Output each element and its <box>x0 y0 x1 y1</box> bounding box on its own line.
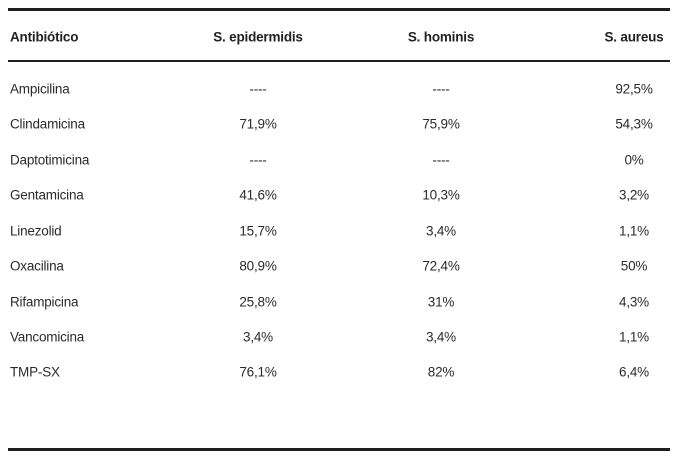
cell-hominis: ---- <box>432 81 450 97</box>
cell-antibiotic: TMP-SX <box>10 364 60 380</box>
cell-antibiotic: Daptotimicina <box>10 152 90 168</box>
cell-antibiotic: Ampicilina <box>10 81 70 97</box>
cell-antibiotic: Gentamicina <box>10 187 84 203</box>
column-header-aureus: S. aureus <box>604 29 664 45</box>
cell-hominis: 3,4% <box>426 223 456 239</box>
table-bottom-rule <box>8 448 670 451</box>
cell-antibiotic: Rifampicina <box>10 294 79 310</box>
cell-epidermidis: ---- <box>249 152 267 168</box>
column-header-epidermidis: S. epidermidis <box>213 29 303 45</box>
table-top-rule <box>8 8 670 11</box>
cell-epidermidis: 71,9% <box>239 116 277 132</box>
cell-epidermidis: 76,1% <box>239 364 277 380</box>
cell-antibiotic: Clindamicina <box>10 116 85 132</box>
cell-hominis: 72,4% <box>422 258 460 274</box>
cell-antibiotic: Linezolid <box>10 223 62 239</box>
cell-aureus: 50% <box>620 258 648 274</box>
cell-antibiotic: Vancomicina <box>10 329 85 345</box>
cell-aureus: 0% <box>624 152 644 168</box>
column-header-antibiotic: Antibiótico <box>10 29 79 45</box>
cell-hominis: 10,3% <box>422 187 460 203</box>
cell-aureus: 1,1% <box>619 223 649 239</box>
cell-antibiotic: Oxacilina <box>10 258 64 274</box>
cell-aureus: 92,5% <box>615 81 653 97</box>
cell-epidermidis: 41,6% <box>239 187 277 203</box>
cell-aureus: 54,3% <box>615 116 653 132</box>
table-header-rule <box>8 60 670 62</box>
cell-aureus: 6,4% <box>619 364 649 380</box>
cell-aureus: 3,2% <box>619 187 649 203</box>
cell-epidermidis: 15,7% <box>239 223 277 239</box>
cell-aureus: 4,3% <box>619 294 649 310</box>
cell-hominis: 3,4% <box>426 329 456 345</box>
cell-hominis: 82% <box>427 364 455 380</box>
cell-hominis: 31% <box>427 294 455 310</box>
cell-hominis: ---- <box>432 152 450 168</box>
cell-epidermidis: 3,4% <box>243 329 273 345</box>
cell-hominis: 75,9% <box>422 116 460 132</box>
cell-epidermidis: 80,9% <box>239 258 277 274</box>
cell-aureus: 1,1% <box>619 329 649 345</box>
column-header-hominis: S. hominis <box>407 29 475 45</box>
cell-epidermidis: ---- <box>249 81 267 97</box>
cell-epidermidis: 25,8% <box>239 294 277 310</box>
